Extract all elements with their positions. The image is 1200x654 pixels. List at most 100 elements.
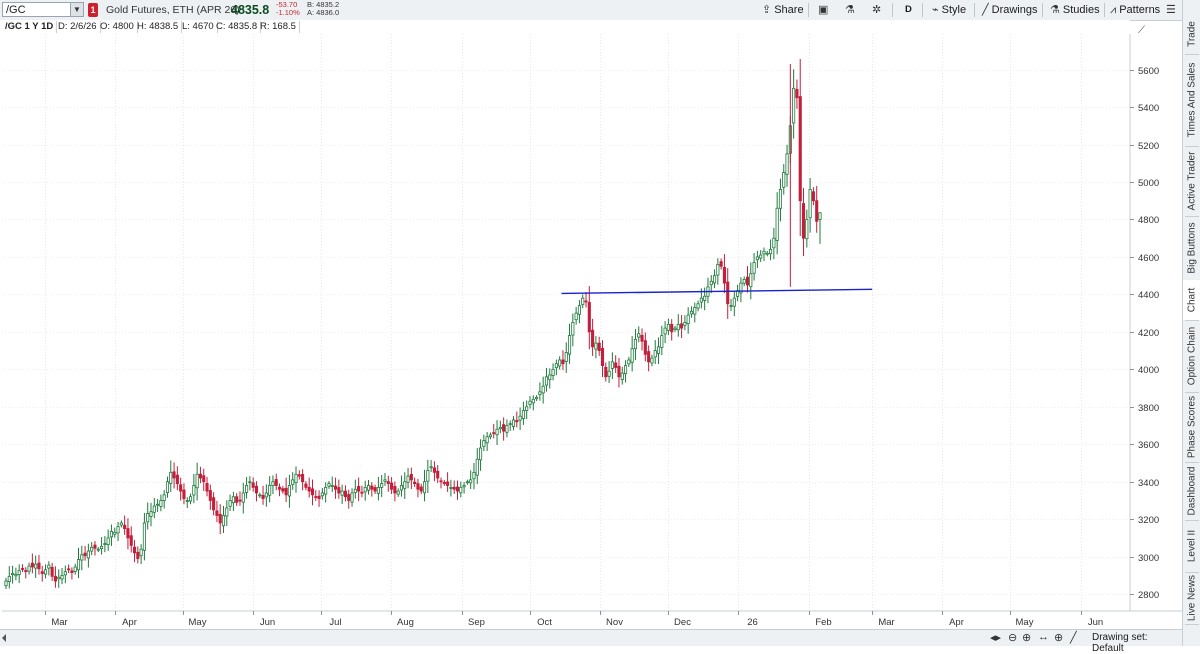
chevron-down-icon[interactable]: ▼ [70, 3, 83, 16]
change-percent: -1.10% [276, 8, 300, 17]
candle-up [406, 475, 410, 483]
tab-phase-scores[interactable]: Phase Scores [1183, 392, 1200, 462]
candle-down [132, 546, 137, 554]
y-tick-label: 4800 [1138, 215, 1159, 226]
y-tick-label: 3200 [1138, 515, 1159, 526]
candle-up [86, 550, 90, 559]
flask-button[interactable]: ⚗ [845, 2, 858, 18]
horizontal-scrollbar[interactable] [2, 634, 1002, 642]
candle-up [363, 486, 367, 493]
candle-up [34, 563, 38, 569]
tab-times-and-sales[interactable]: Times And Sales [1183, 54, 1200, 146]
share-label: Share [774, 4, 804, 16]
scroll-arrows-icon[interactable]: ◂▸ [990, 632, 1002, 644]
net-change: -53.70 -1.10% [276, 1, 300, 17]
candle-up [106, 537, 110, 546]
candle-down [795, 89, 799, 99]
tab-active-trader[interactable]: Active Trader [1183, 146, 1200, 216]
settings-button[interactable]: ✲ [872, 2, 884, 18]
tab-live-news[interactable]: Live News [1183, 572, 1200, 624]
x-tick-label: Apr [122, 617, 137, 628]
candle-up [7, 575, 11, 582]
patterns-button[interactable]: ⩘ Patterns [1110, 2, 1160, 18]
tab-dashboard[interactable]: Dashboard [1183, 462, 1200, 520]
share-button[interactable]: ⇪ Share [762, 2, 804, 18]
candle-up [637, 333, 641, 338]
crosshair-icon[interactable]: ⊕ [1054, 632, 1064, 644]
price-axis: 2800 3000 3200 3400 3600 3800 4000 4200 4400 4600… [1130, 25, 1159, 601]
candle-up [607, 370, 611, 377]
tab-big-buttons[interactable]: Big Buttons [1183, 216, 1200, 280]
menu-button[interactable]: ☰ [1166, 2, 1179, 18]
zoom-in-icon[interactable]: ⊕ [1022, 632, 1032, 644]
candle-down [393, 486, 397, 494]
tab-label: Live News [1186, 574, 1198, 622]
candle-up [683, 322, 687, 326]
style-label: Style [941, 4, 967, 16]
candle-up [699, 297, 703, 303]
x-tick-label: Feb [815, 617, 831, 628]
style-button[interactable]: ⌁ Style [932, 2, 966, 18]
candle-up [551, 368, 555, 376]
screenshot-button[interactable]: ▣ [818, 2, 831, 18]
candle-down [129, 535, 133, 546]
candle-down [337, 487, 341, 494]
candle-down [202, 475, 206, 483]
y-tick-label: 5400 [1138, 103, 1159, 114]
candle-up [676, 323, 680, 331]
drawing-line-icon[interactable]: ╱ [1070, 632, 1077, 644]
candle-up [113, 531, 117, 535]
tab-chart[interactable]: Chart [1183, 280, 1200, 320]
tab-option-chain[interactable]: Option Chain [1183, 320, 1200, 392]
drawings-button[interactable]: ╱ Drawings [982, 2, 1037, 18]
candle-up [485, 436, 489, 444]
symbol-input[interactable]: /GC [2, 2, 84, 17]
toolbar-divider [808, 3, 809, 17]
tab-trade[interactable]: Trade [1183, 14, 1200, 54]
candle-up [103, 543, 107, 545]
candle-up [541, 385, 545, 394]
candle-up [594, 342, 598, 350]
y-tick-label: 5600 [1138, 66, 1159, 77]
candle-down [53, 575, 57, 582]
tab-label: Times And Sales [1186, 62, 1198, 138]
toolbar-divider [892, 3, 893, 17]
tab-label: Active Trader [1186, 151, 1198, 211]
candle-up [383, 479, 387, 482]
tab-divider [1185, 392, 1199, 393]
tab-label: Big Buttons [1186, 222, 1198, 274]
aggregation-button[interactable]: D [905, 4, 912, 15]
scroll-left-icon [2, 634, 6, 642]
candle-down [452, 486, 456, 490]
candle-up [624, 365, 628, 375]
price-chart[interactable]: 2800 3000 3200 3400 3600 3800 4000 4200 4400 4600… [0, 20, 1182, 629]
candle-up [479, 447, 483, 461]
style-icon: ⌁ [932, 4, 939, 16]
candle-up [716, 264, 720, 276]
candle-up [119, 522, 123, 526]
y-tick-label: 3600 [1138, 440, 1159, 451]
drawing-set-label[interactable]: Drawing set: Default [1092, 632, 1148, 654]
candle-down [40, 571, 44, 574]
zoom-out-icon[interactable]: ⊖ [1008, 632, 1018, 644]
candle-down [357, 486, 361, 492]
candle-up [535, 397, 539, 400]
pan-icon[interactable]: ↔ [1038, 631, 1049, 643]
candle-up [149, 511, 153, 517]
tab-level-ii[interactable]: Level II [1183, 520, 1200, 572]
candle-down [643, 340, 647, 355]
candle-down [218, 513, 222, 524]
x-tick-label: Sep [468, 617, 485, 628]
alert-badge[interactable]: 1 [88, 3, 98, 17]
candle-down [442, 481, 446, 485]
bar-range: R: 168.5 [257, 21, 300, 33]
candle-up [742, 279, 746, 284]
hamburger-icon: ☰ [1166, 4, 1176, 16]
candle-up [449, 486, 453, 489]
y-tick-label: 4000 [1138, 365, 1159, 376]
studies-button[interactable]: ⚗ Studies [1050, 2, 1100, 18]
candle-down [208, 490, 212, 501]
candle-up [729, 305, 733, 308]
x-tick-label: Aug [397, 617, 414, 628]
candle-down [347, 494, 351, 501]
